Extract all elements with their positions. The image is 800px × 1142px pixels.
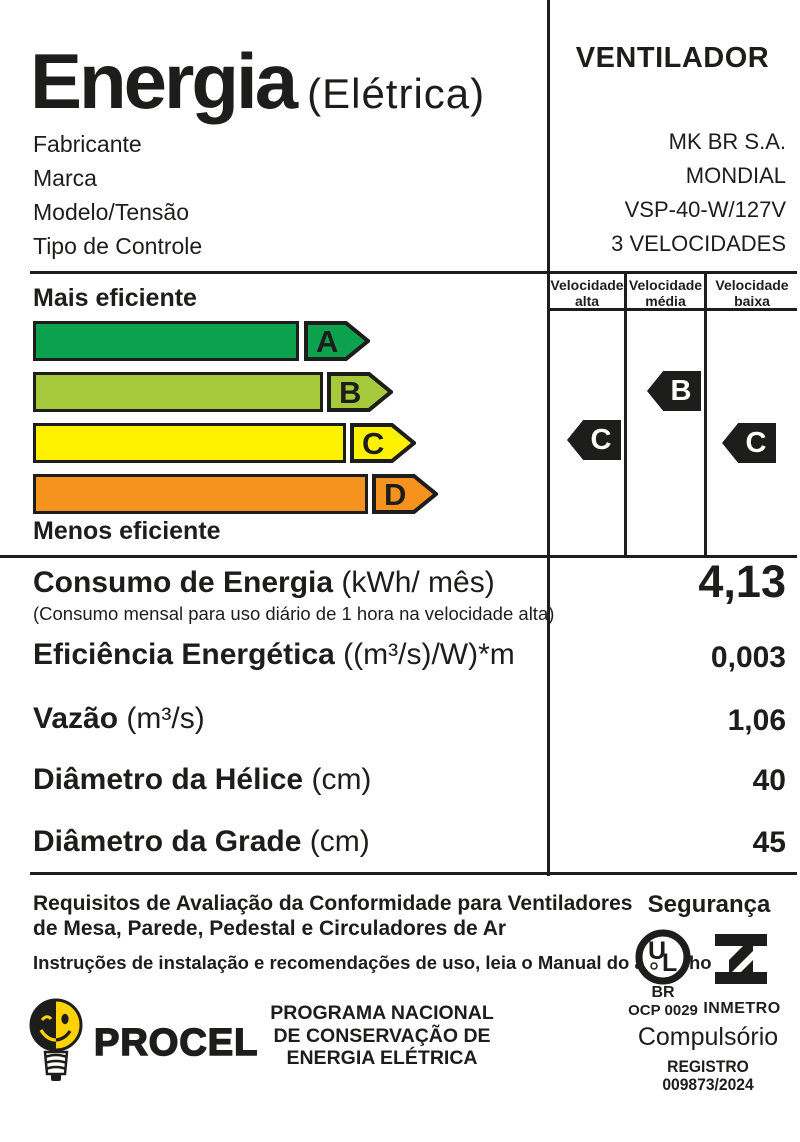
rating-letter-alta: C <box>590 423 612 456</box>
grade-arrow-b: B <box>327 372 393 412</box>
grade-bar-a <box>33 321 299 361</box>
inmetro-icon <box>715 934 767 984</box>
more-efficient-label: Mais eficiente <box>33 284 197 312</box>
metric-consumo-unit: (kWh/ mês) <box>341 566 495 599</box>
program-line1: PROGRAMA NACIONAL <box>270 1002 494 1024</box>
conformity-line1: Requisitos de Avaliação da Conformidade … <box>33 892 633 915</box>
field-modelo-tensao: Modelo/Tensão <box>33 199 189 225</box>
grade-letter-d: D <box>384 477 406 512</box>
grade-letter-c: C <box>362 426 384 461</box>
metric-grade-name: Diâmetro da Grade <box>33 825 302 858</box>
metric-grade-value: 45 <box>752 826 786 859</box>
product-type: VENTILADOR <box>575 42 770 74</box>
divider-speedhead-bottom <box>547 308 797 311</box>
rating-badge-baixa: C <box>722 423 776 463</box>
grade-bar-c <box>33 423 346 463</box>
divider-header-bottom <box>30 271 797 274</box>
title-energia: Energia <box>30 37 298 125</box>
metric-eficiencia-name: Eficiência Energética <box>33 638 335 671</box>
grade-letter-a: A <box>316 324 338 359</box>
value-marca: MONDIAL <box>685 163 786 188</box>
metric-grade-unit: (cm) <box>309 825 370 858</box>
divider-column-2 <box>704 273 707 557</box>
instructions-text: Instruções de instalação e recomendações… <box>33 952 712 973</box>
divider-scale-bottom <box>0 555 797 558</box>
rating-letter-media: B <box>670 374 692 407</box>
inmetro-label: INMETRO <box>703 1000 781 1017</box>
grade-arrow-d: D <box>372 474 438 514</box>
metric-consumo-note: (Consumo mensal para uso diário de 1 hor… <box>33 603 555 624</box>
field-tipo-controle: Tipo de Controle <box>33 233 203 259</box>
procel-logo-text: PROCEL <box>93 1021 259 1065</box>
metric-helice-unit: (cm) <box>311 763 372 796</box>
value-tipo-controle: 3 VELOCIDADES <box>611 231 786 256</box>
value-fabricante: MK BR S.A. <box>668 129 786 154</box>
speed-alta-line1: Velocidade <box>550 277 624 293</box>
metric-vazao-unit: (m³/s) <box>126 702 205 735</box>
compulsory-text: Compulsório <box>637 1023 779 1051</box>
page-title: Energia (Elétrica) <box>30 36 485 127</box>
metric-consumo-name: Consumo de Energia <box>33 566 334 599</box>
metric-eficiencia-value: 0,003 <box>710 641 786 674</box>
grade-arrow-c: C <box>350 423 416 463</box>
divider-vertical-main <box>547 0 550 876</box>
metric-eficiencia-label: Eficiência Energética ((m³/s)/W)*m <box>33 638 515 672</box>
program-line3: ENERGIA ELÉTRICA <box>286 1047 478 1069</box>
grade-letter-b: B <box>339 375 361 410</box>
ocp-code: OCP 0029 <box>628 1002 698 1019</box>
divider-column-1 <box>624 273 627 557</box>
metric-vazao-value: 1,06 <box>727 704 786 737</box>
metric-vazao-name: Vazão <box>33 702 119 735</box>
ul-country-code: BR <box>651 984 675 1001</box>
speed-alta-line2: alta <box>574 293 600 309</box>
registry-label: REGISTRO <box>667 1057 749 1076</box>
conformity-requirements: Requisitos de Avaliação da Conformidade … <box>33 891 632 941</box>
divider-table-bottom <box>30 872 797 875</box>
ul-letter-l: L <box>662 949 677 977</box>
grade-bar-d <box>33 474 368 514</box>
grade-arrow-a: A <box>304 321 370 361</box>
speed-column-header-baixa: Velocidade baixa <box>707 276 797 310</box>
metric-eficiencia-unit: ((m³/s)/W)*m <box>343 638 515 671</box>
program-line2: DE CONSERVAÇÃO DE <box>273 1024 491 1047</box>
speed-baixa-line1: Velocidade <box>715 277 789 293</box>
speed-media-line1: Velocidade <box>628 277 703 293</box>
metric-grade-label: Diâmetro da Grade (cm) <box>33 825 370 859</box>
rating-letter-baixa: C <box>745 426 767 459</box>
speed-column-header-alta: Velocidade alta <box>550 276 624 310</box>
grade-bar-b <box>33 372 323 412</box>
program-name: PROGRAMA NACIONAL DE CONSERVAÇÃO DE ENER… <box>262 1002 502 1070</box>
rating-badge-alta: C <box>567 420 621 460</box>
value-modelo-tensao: VSP-40-W/127V <box>624 197 786 222</box>
speed-baixa-line2: baixa <box>734 293 770 309</box>
ul-certification-icon: U L <box>635 929 691 985</box>
title-eletrica: (Elétrica) <box>307 70 486 117</box>
field-fabricante: Fabricante <box>33 131 142 157</box>
metric-vazao-label: Vazão (m³/s) <box>33 702 205 736</box>
registry-number: 009873/2024 <box>662 1075 754 1094</box>
metric-consumo-label: Consumo de Energia (kWh/ mês) <box>33 566 495 600</box>
conformity-line2: de Mesa, Parede, Pedestal e Circuladores… <box>33 917 507 940</box>
speed-media-line2: média <box>645 293 686 309</box>
metric-helice-value: 40 <box>752 764 786 797</box>
procel-bulb-icon <box>29 998 83 1081</box>
less-efficient-label: Menos eficiente <box>33 517 221 545</box>
field-marca: Marca <box>33 165 97 191</box>
speed-column-header-media: Velocidade média <box>627 276 704 310</box>
safety-title: Segurança <box>647 891 771 918</box>
rating-badge-media: B <box>647 371 701 411</box>
metric-helice-label: Diâmetro da Hélice (cm) <box>33 763 371 797</box>
ul-letter-u: U <box>648 937 666 965</box>
metric-helice-name: Diâmetro da Hélice <box>33 763 304 796</box>
metric-consumo-value: 4,13 <box>698 556 786 607</box>
